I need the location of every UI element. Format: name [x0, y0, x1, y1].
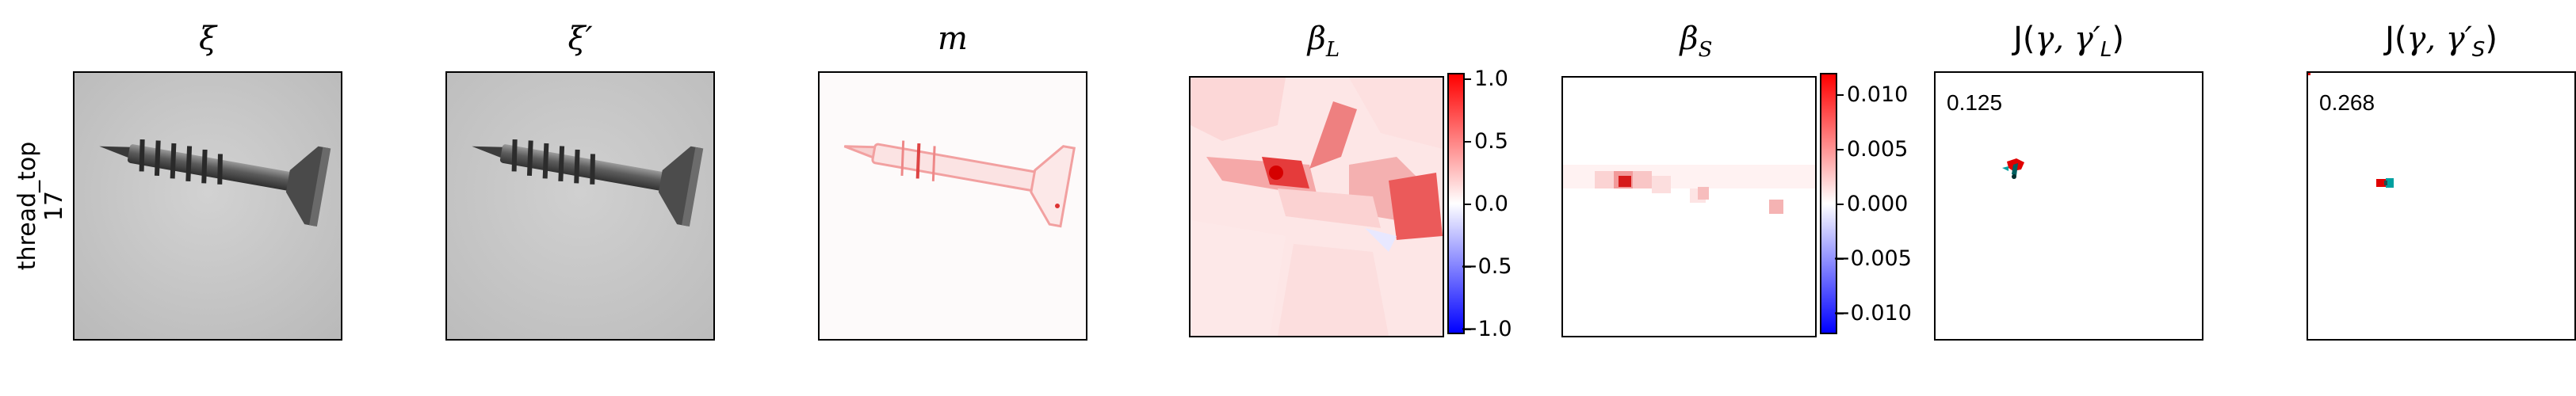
panel-j-s: 0.268	[2307, 71, 2576, 341]
row-label-index: 17	[40, 190, 68, 222]
screw-image-original	[75, 73, 341, 339]
tick-label: 0.0	[1474, 192, 1508, 216]
title-j-s: J(γ, γ′S)	[2385, 21, 2498, 62]
tick-label: −0.5	[1460, 254, 1512, 279]
panel-xi	[73, 71, 342, 341]
panel-beta-s	[1561, 76, 1817, 337]
panel-m	[818, 71, 1087, 341]
title-m: m	[938, 21, 968, 57]
tick-label: 0.010	[1847, 82, 1909, 107]
panel-xi-prime	[445, 71, 715, 341]
tick-label: −0.005	[1833, 246, 1912, 271]
title-xi: ξ	[198, 21, 217, 57]
tick-label: 1.0	[1474, 67, 1508, 91]
tick-label: −1.0	[1460, 317, 1512, 341]
mask-overlay-l	[2002, 158, 2024, 179]
title-beta-s: βS	[1680, 21, 1713, 62]
colorbar-beta-l	[1447, 73, 1465, 334]
panel-j-l: 0.125	[1934, 71, 2203, 341]
beta-l-superpixel-map	[1191, 78, 1443, 336]
tick-label: −0.010	[1833, 301, 1912, 326]
jaccard-score-l: 0.125	[1947, 90, 2003, 115]
tick-label: 0.005	[1847, 137, 1909, 162]
title-beta-l: βL	[1307, 21, 1340, 62]
jaccard-score-s: 0.268	[2319, 90, 2375, 115]
row-label-category: thread_top	[13, 141, 41, 271]
beta-s-patch-map	[1563, 78, 1815, 336]
mask-overlay-s	[2308, 73, 2394, 188]
screw-image-reconstruction	[447, 73, 713, 339]
tick-label: 0.000	[1847, 192, 1909, 216]
tick-label: 0.5	[1474, 129, 1508, 154]
difference-map	[820, 73, 1086, 339]
panel-beta-l	[1189, 76, 1444, 337]
title-j-l: J(γ, γ′L)	[2013, 21, 2124, 62]
colorbar-beta-s	[1820, 73, 1837, 334]
title-xi-prime: ξ′	[568, 21, 593, 57]
